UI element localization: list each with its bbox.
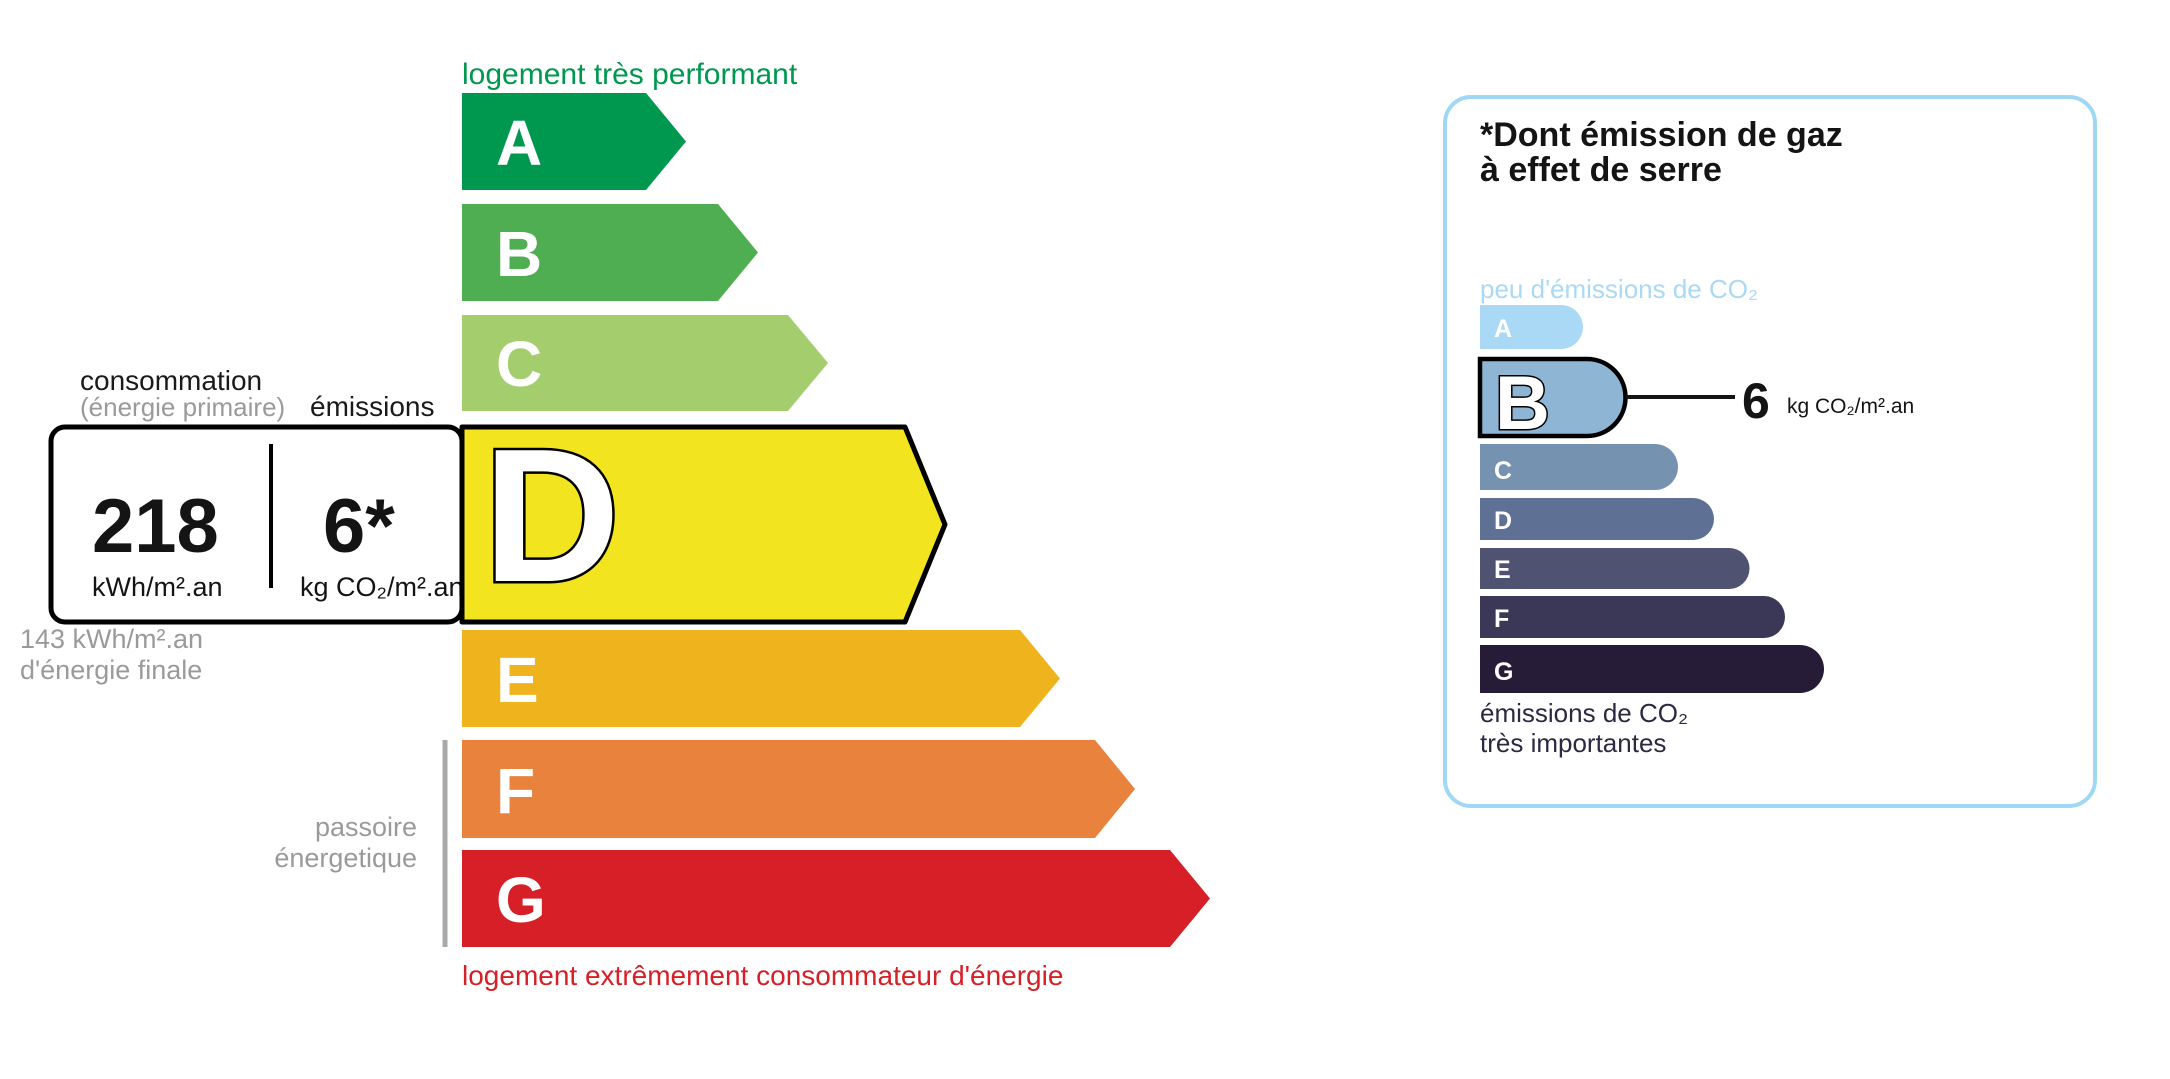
svg-text:F: F bbox=[1494, 605, 1509, 633]
svg-text:C: C bbox=[496, 328, 542, 400]
svg-text:G: G bbox=[496, 864, 546, 936]
svg-text:G: G bbox=[1494, 658, 1513, 686]
svg-text:kg CO₂/m².an: kg CO₂/m².an bbox=[300, 572, 464, 602]
svg-text:kWh/m².an: kWh/m².an bbox=[92, 572, 223, 602]
svg-text:passoire: passoire bbox=[315, 812, 417, 842]
svg-text:logement extrêmement consommat: logement extrêmement consommateur d'éner… bbox=[462, 960, 1063, 991]
svg-text:(énergie primaire): (énergie primaire) bbox=[80, 392, 285, 422]
svg-text:218: 218 bbox=[92, 484, 219, 569]
svg-text:B: B bbox=[1495, 361, 1550, 446]
svg-text:F: F bbox=[496, 755, 535, 827]
svg-text:*Dont émission de gaz: *Dont émission de gaz bbox=[1480, 116, 1843, 154]
svg-text:A: A bbox=[1494, 315, 1512, 343]
svg-text:143 kWh/m².an: 143 kWh/m².an bbox=[20, 624, 203, 654]
svg-text:énergetique: énergetique bbox=[274, 843, 417, 873]
svg-text:émissions: émissions bbox=[310, 391, 434, 422]
svg-text:émissions de CO₂: émissions de CO₂ bbox=[1480, 698, 1688, 728]
svg-text:d'énergie finale: d'énergie finale bbox=[20, 655, 202, 685]
svg-text:C: C bbox=[1494, 457, 1512, 485]
svg-text:très importantes: très importantes bbox=[1480, 728, 1666, 758]
svg-text:A: A bbox=[496, 107, 542, 179]
svg-text:6: 6 bbox=[1742, 373, 1770, 429]
svg-text:6*: 6* bbox=[323, 484, 395, 569]
svg-text:D: D bbox=[483, 410, 620, 622]
svg-text:E: E bbox=[1494, 556, 1511, 584]
svg-text:kg CO₂/m².an: kg CO₂/m².an bbox=[1787, 395, 1914, 418]
svg-text:à effet de serre: à effet de serre bbox=[1480, 151, 1722, 189]
svg-text:peu d'émissions de CO₂: peu d'émissions de CO₂ bbox=[1480, 274, 1758, 304]
svg-text:B: B bbox=[496, 218, 542, 290]
svg-text:D: D bbox=[1494, 507, 1512, 535]
svg-text:logement très performant: logement très performant bbox=[462, 58, 798, 91]
svg-text:E: E bbox=[496, 644, 539, 716]
